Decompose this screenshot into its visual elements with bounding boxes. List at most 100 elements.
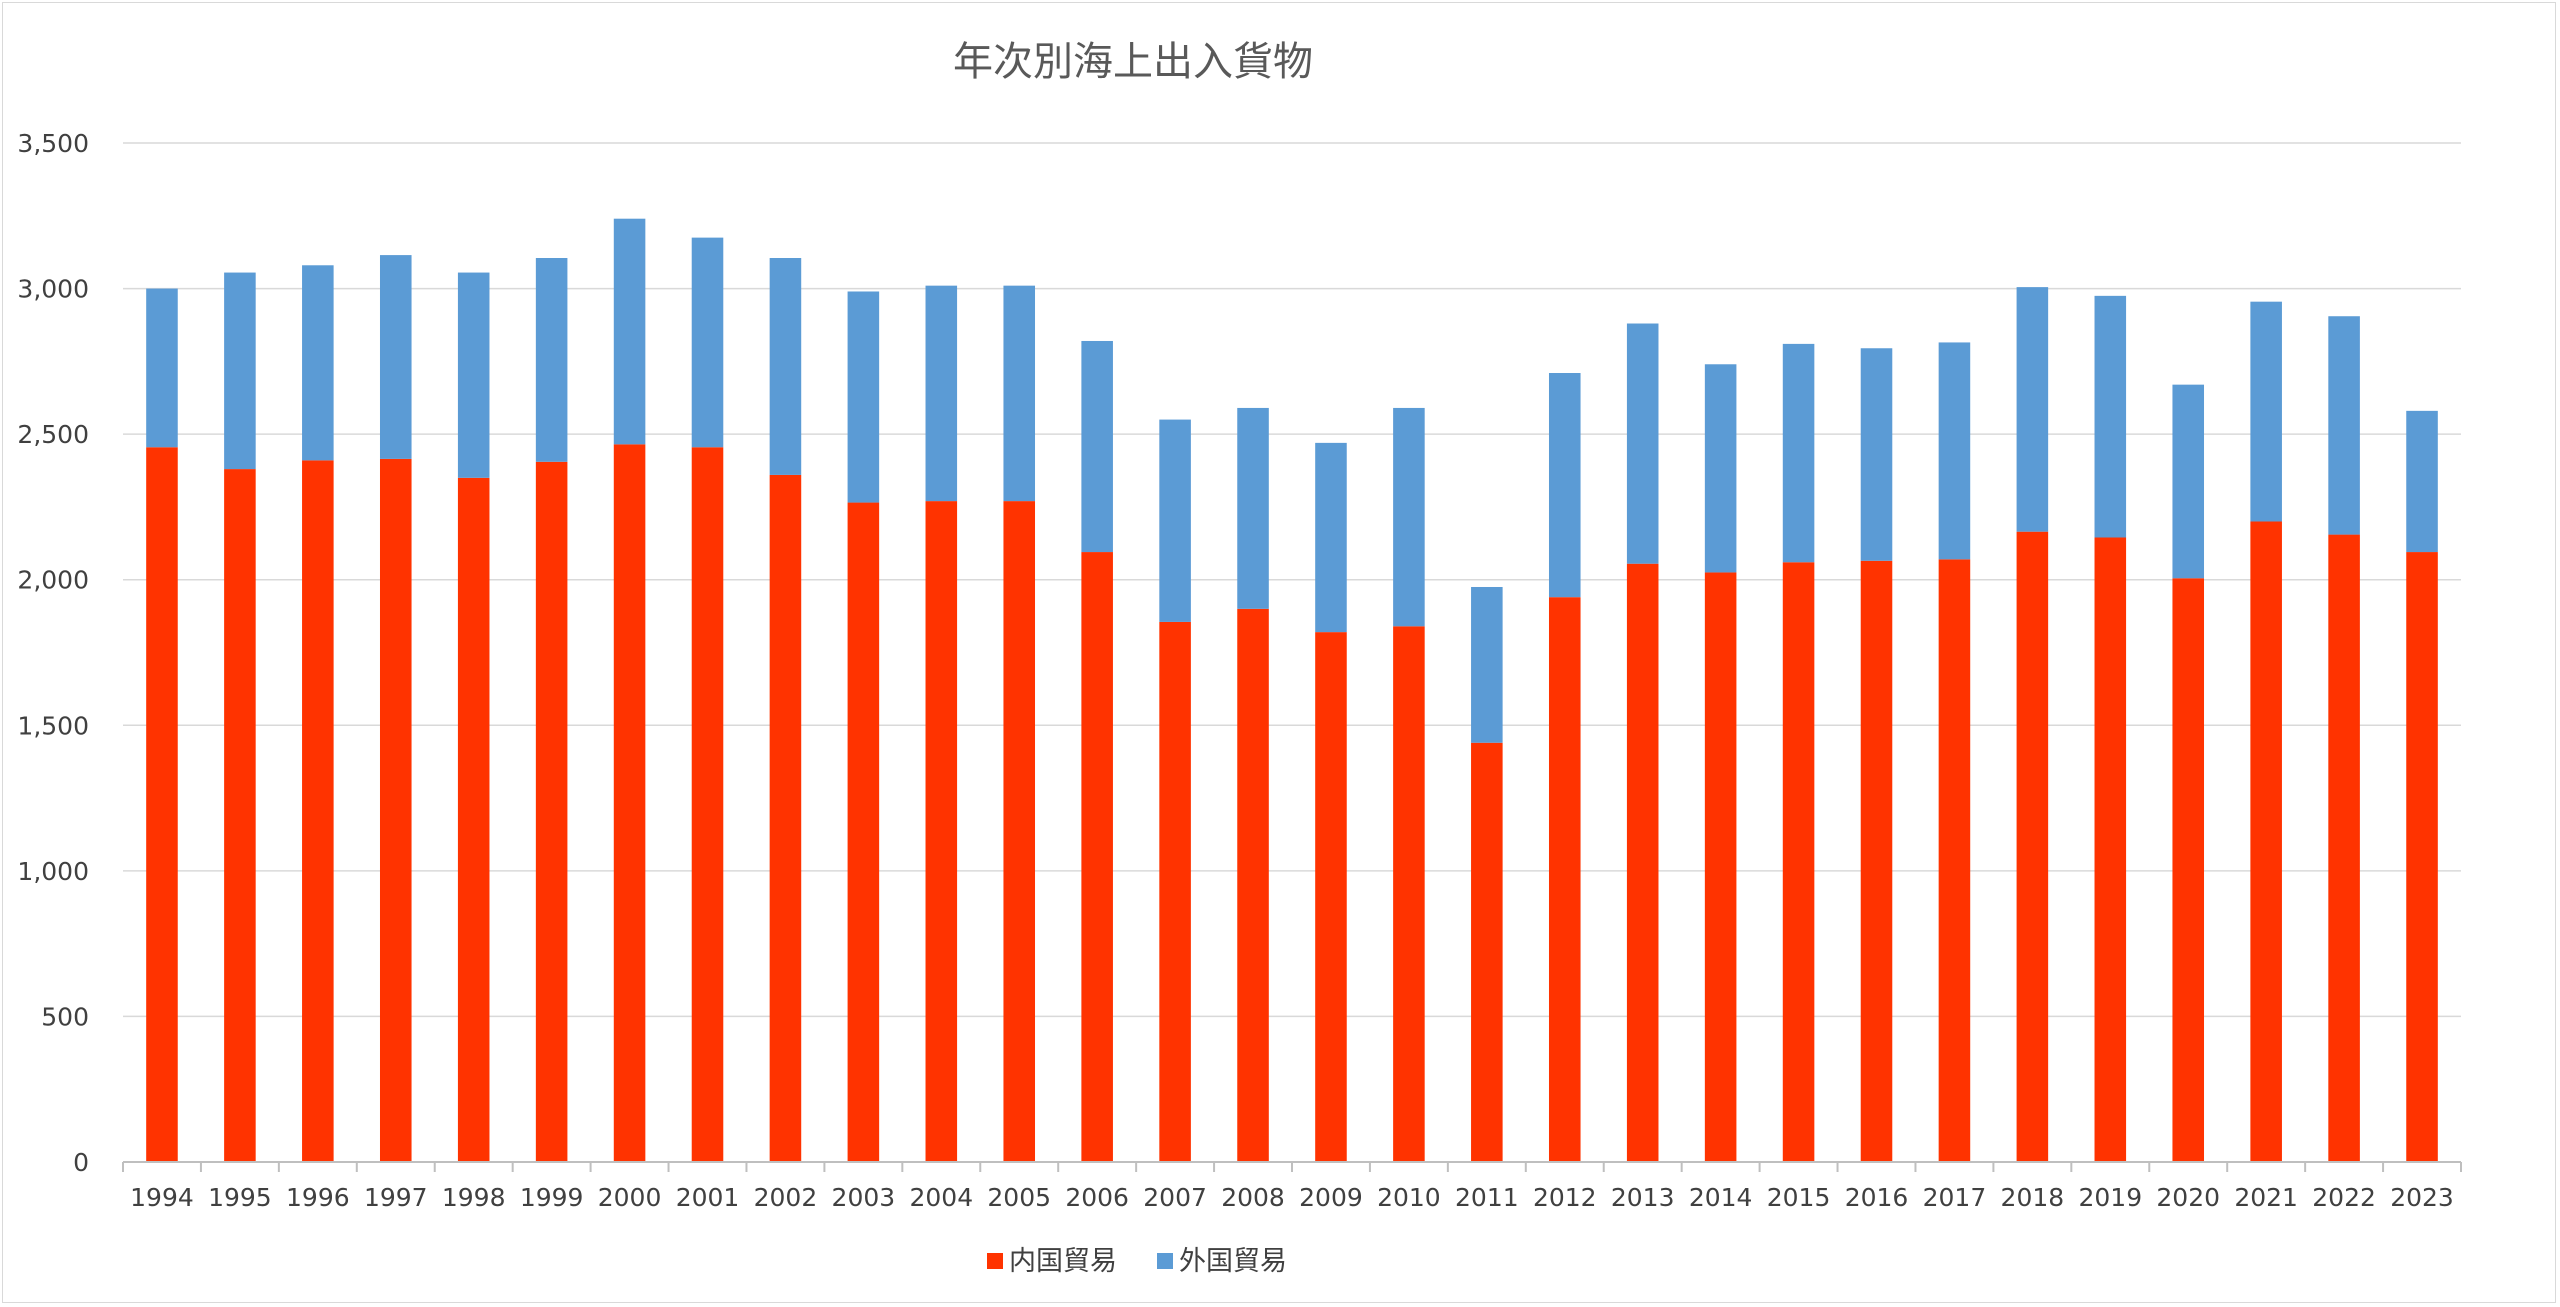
bar-foreign-trade: [2250, 301, 2282, 522]
x-tick-label: 1996: [286, 1183, 350, 1212]
bar-domestic-trade: [1548, 597, 1581, 1162]
bar-foreign-trade: [2172, 384, 2205, 579]
x-tick-label: 2023: [2390, 1183, 2454, 1212]
x-tick-label: 2015: [1767, 1183, 1831, 1212]
bar-domestic-trade: [2094, 537, 2127, 1162]
y-tick-label: 0: [73, 1148, 89, 1177]
bar-foreign-trade: [1081, 340, 1113, 553]
chart-title: 年次別海上出入貨物: [953, 39, 1313, 85]
bar-domestic-trade: [691, 447, 724, 1163]
x-tick-label: 1998: [442, 1183, 506, 1212]
x-tick-label: 2005: [987, 1183, 1051, 1212]
legend-label-domestic: 内国貿易: [1009, 1246, 1117, 1277]
legend: 内国貿易 外国貿易: [987, 1246, 1287, 1277]
x-tick-label: 2018: [2001, 1183, 2065, 1212]
bars: [146, 218, 2438, 1163]
bar-foreign-trade: [1003, 285, 1036, 502]
axes: 0 500 1,000 1,500 2,000 2,500 3,000 3,500 1994 19…: [17, 129, 2462, 1212]
bar-foreign-trade: [302, 265, 334, 461]
bar-domestic-trade: [1159, 621, 1191, 1162]
x-tick-label: 2000: [598, 1183, 662, 1212]
bar-domestic-trade: [1471, 742, 1503, 1162]
x-tick-label: 2011: [1455, 1183, 1519, 1212]
bar-domestic-trade: [1393, 626, 1425, 1162]
bar-foreign-trade: [379, 255, 412, 459]
bar-domestic-trade: [2328, 534, 2360, 1162]
x-tick-label: 1999: [520, 1183, 584, 1212]
x-tick-label: 1995: [208, 1183, 272, 1212]
y-tick-label: 1,500: [17, 711, 89, 740]
bar-domestic-trade: [2250, 521, 2282, 1162]
y-tick-label: 2,000: [17, 566, 89, 595]
bar-foreign-trade: [2328, 316, 2360, 535]
x-tick-label: 2007: [1143, 1183, 1207, 1212]
bar-domestic-trade: [379, 458, 412, 1162]
x-tick-label: 2003: [832, 1183, 896, 1212]
bar-foreign-trade: [1704, 364, 1737, 573]
x-tick-label: 1997: [364, 1183, 428, 1212]
bar-domestic-trade: [1704, 572, 1737, 1162]
bar-foreign-trade: [2406, 410, 2438, 553]
x-tick-label: 2009: [1299, 1183, 1363, 1212]
x-tick-label: 2002: [754, 1183, 818, 1212]
gridlines: [123, 142, 2461, 1018]
bar-domestic-trade: [1938, 559, 1971, 1162]
x-tick-label: 2006: [1065, 1183, 1129, 1212]
bar-domestic-trade: [1626, 563, 1659, 1162]
bar-domestic-trade: [1081, 552, 1113, 1162]
bar-foreign-trade: [224, 272, 256, 470]
x-tick-label: 1994: [130, 1183, 194, 1212]
bar-domestic-trade: [535, 461, 568, 1163]
bar-foreign-trade: [1860, 348, 1893, 561]
bar-domestic-trade: [457, 477, 490, 1162]
legend-swatch-foreign: [1157, 1253, 1173, 1269]
bar-foreign-trade: [847, 291, 880, 503]
bar-domestic-trade: [302, 460, 334, 1162]
x-tick-label: 2008: [1221, 1183, 1285, 1212]
bar-foreign-trade: [1626, 323, 1659, 564]
y-tick-label: 3,000: [17, 275, 89, 304]
x-tick-label: 2014: [1689, 1183, 1753, 1212]
x-tick-label: 2010: [1377, 1183, 1441, 1212]
bar-domestic-trade: [1237, 608, 1269, 1162]
bar-foreign-trade: [457, 272, 490, 478]
x-tick-label: 2012: [1533, 1183, 1597, 1212]
x-tick-label: 2013: [1611, 1183, 1675, 1212]
bar-domestic-trade: [2016, 531, 2049, 1162]
bar-foreign-trade: [1393, 407, 1425, 627]
legend-label-foreign: 外国貿易: [1179, 1246, 1287, 1277]
bar-domestic-trade: [1003, 501, 1036, 1162]
x-tick-label: 2001: [676, 1183, 740, 1212]
bar-foreign-trade: [1938, 342, 1971, 560]
x-tick-label: 2022: [2312, 1183, 2376, 1212]
bar-foreign-trade: [925, 285, 958, 502]
x-tick-label: 2019: [2078, 1183, 2142, 1212]
bar-foreign-trade: [2094, 295, 2127, 538]
x-tick-label: 2017: [1923, 1183, 1987, 1212]
bar-domestic-trade: [146, 447, 178, 1163]
x-tick-label: 2020: [2156, 1183, 2220, 1212]
bar-foreign-trade: [691, 237, 724, 448]
bar-domestic-trade: [1782, 562, 1815, 1162]
x-tick-label: 2016: [1845, 1183, 1909, 1212]
bar-foreign-trade: [535, 258, 568, 462]
bar-domestic-trade: [769, 474, 802, 1163]
x-tick-label: 2004: [909, 1183, 973, 1212]
bar-domestic-trade: [925, 501, 958, 1162]
bar-foreign-trade: [1159, 419, 1191, 622]
bar-domestic-trade: [847, 502, 880, 1163]
y-tick-label: 500: [41, 1002, 89, 1031]
x-tick-label: 2021: [2234, 1183, 2298, 1212]
bar-foreign-trade: [1237, 407, 1269, 609]
legend-swatch-domestic: [987, 1253, 1003, 1269]
y-tick-label: 2,500: [17, 420, 89, 449]
bar-domestic-trade: [1315, 632, 1347, 1162]
y-tick-label: 3,500: [17, 129, 89, 158]
y-tick-label: 1,000: [17, 857, 89, 886]
bar-foreign-trade: [1548, 373, 1581, 598]
bar-domestic-trade: [2172, 578, 2205, 1162]
bar-foreign-trade: [613, 218, 646, 445]
bar-domestic-trade: [1860, 560, 1893, 1162]
bar-domestic-trade: [613, 444, 646, 1162]
